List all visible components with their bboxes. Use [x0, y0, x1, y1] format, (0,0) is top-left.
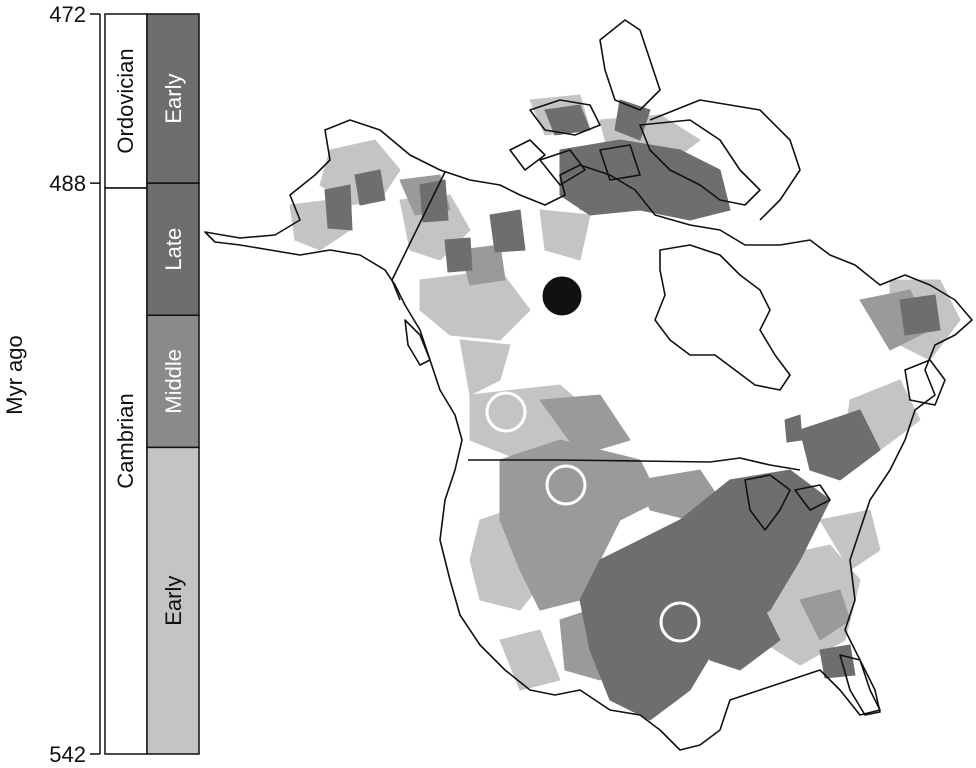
- epoch-label-3: Early: [161, 576, 186, 626]
- border-alaska: [391, 171, 446, 301]
- tick-label: 472: [49, 2, 86, 27]
- hudson-bay: [654, 244, 791, 391]
- greenland-edge: [649, 99, 801, 221]
- north-america-map: [204, 19, 973, 751]
- epoch-label-2: Middle: [161, 349, 186, 414]
- site-marker-open: [545, 464, 587, 506]
- border-us-canada: [468, 457, 801, 471]
- great-lakes: [744, 474, 831, 531]
- period-box-ordovician: [104, 13, 148, 189]
- epoch-box-0: [146, 13, 200, 184]
- epoch-column: Early Late Middle Early: [146, 13, 200, 755]
- site-markers: [485, 276, 701, 643]
- axis-title: Myr ago: [2, 335, 27, 414]
- newfoundland: [904, 359, 946, 406]
- epoch-label-1: Late: [161, 228, 186, 271]
- site-marker-open: [659, 601, 701, 643]
- epoch-box-1: [146, 182, 200, 317]
- period-label-cambrian: Cambrian: [113, 393, 138, 488]
- tick-label: 542: [49, 742, 86, 767]
- vancouver-island: [404, 319, 431, 366]
- epoch-box-3: [146, 446, 200, 755]
- period-label-ordovician: Ordovician: [113, 48, 138, 153]
- arctic-islands: [509, 19, 761, 206]
- continent-outline: [204, 119, 973, 751]
- site-marker-open: [485, 391, 527, 433]
- florida: [839, 654, 881, 716]
- site-marker-filled: [542, 276, 582, 316]
- geologic-timescale: Early Late Middle Early 472 488 542 Ordovicia…: [2, 2, 200, 767]
- period-box-cambrian: [104, 187, 148, 755]
- tick-label: 488: [49, 171, 86, 196]
- epoch-label-0: Early: [161, 74, 186, 124]
- time-axis-ticks: 472 488 542: [49, 2, 100, 767]
- coastline: [204, 19, 973, 751]
